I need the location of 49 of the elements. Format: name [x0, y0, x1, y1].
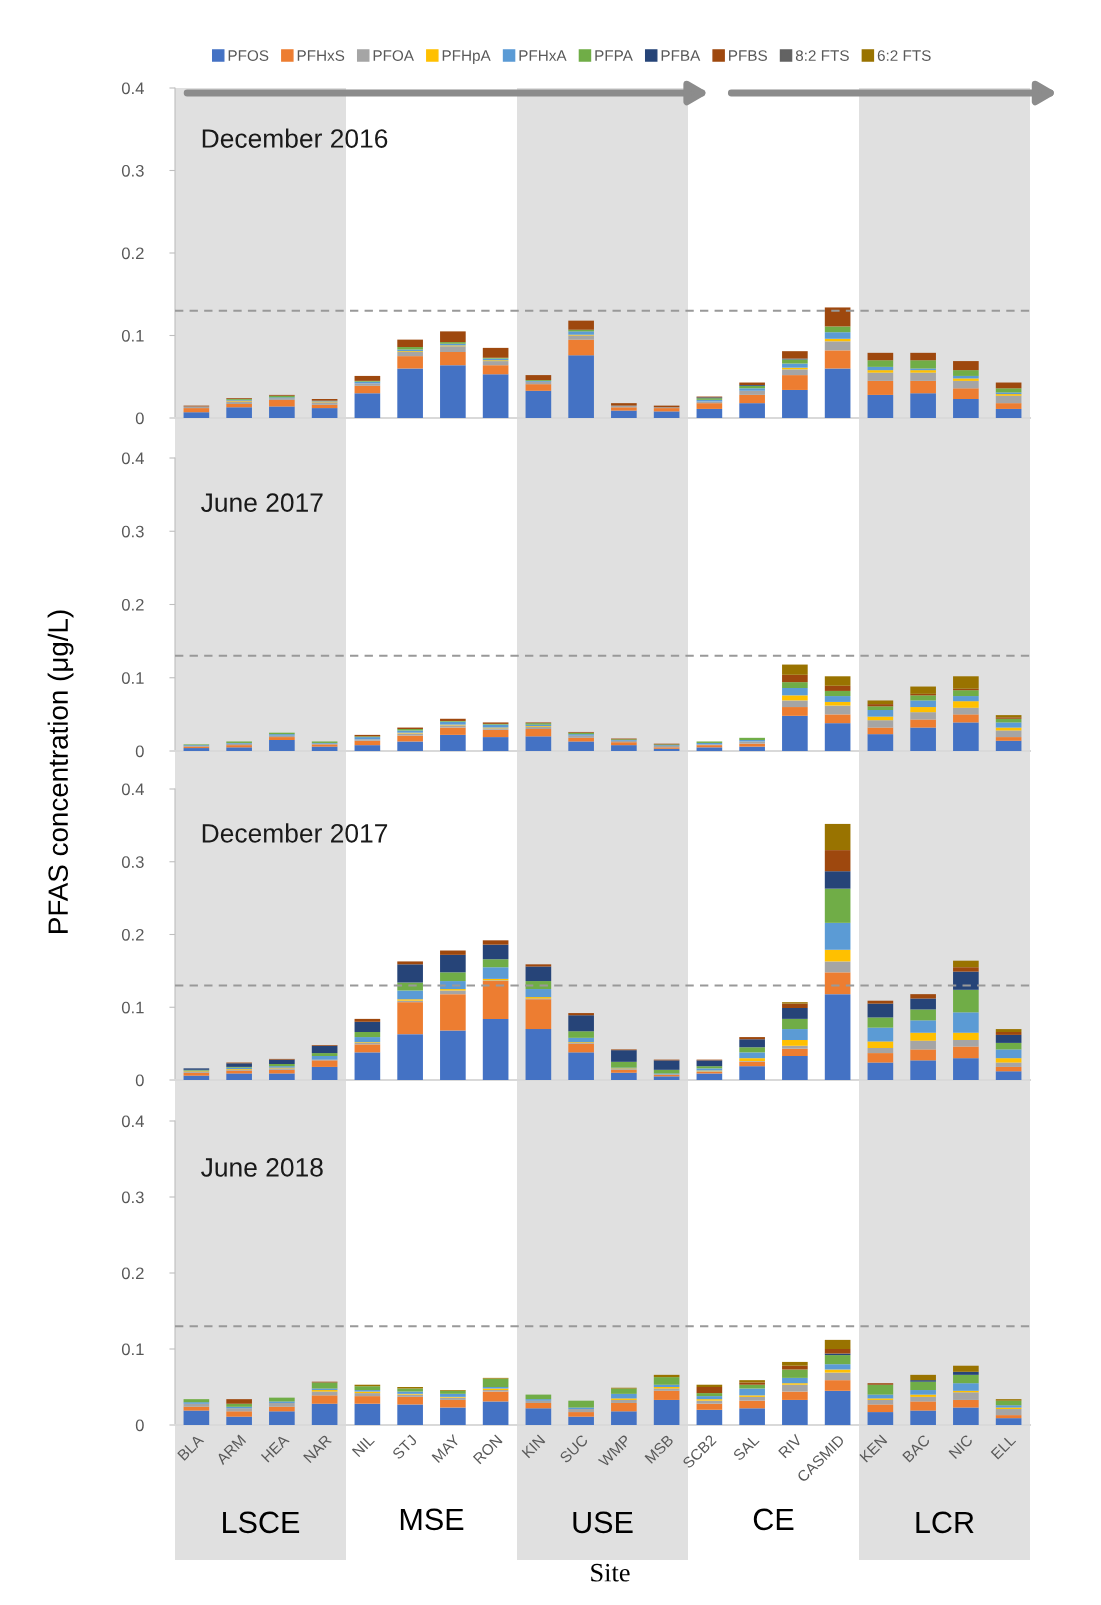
x-axis-title: Site	[591, 1563, 630, 1582]
y-tick-label: 0.4	[121, 783, 144, 796]
y-tick-label: 0.2	[121, 928, 144, 941]
x-tick-label: KIN	[521, 1434, 546, 1459]
x-tick-label: NIL	[351, 1434, 375, 1458]
y-tick-label: 0.1	[121, 329, 144, 342]
y-tick-label: 0.3	[121, 525, 144, 538]
text: December 2016	[202, 128, 388, 148]
band-label: LSCE	[223, 1511, 300, 1534]
legend-label: PFHxA	[519, 50, 567, 61]
y-tick-label: 0.3	[121, 856, 144, 868]
legend-label: PFOS	[228, 50, 269, 61]
y-tick-label: 0.2	[121, 598, 144, 611]
text: June 2017	[201, 493, 323, 512]
x-tick-label: STJ	[391, 1434, 418, 1460]
band-label: LCR	[916, 1511, 974, 1534]
y-tick-label: 0.1	[121, 1001, 144, 1014]
y-tick-label: 0.1	[121, 1343, 144, 1356]
y-tick-label: 0.2	[121, 247, 144, 260]
y-tick-label: 0.2	[121, 1267, 144, 1280]
y-tick-label: 0	[135, 1419, 144, 1432]
y-tick-label: 0.3	[121, 1191, 144, 1204]
x-tick-label: BLA	[177, 1433, 205, 1461]
text: CE	[753, 1508, 794, 1531]
y-tick-label: 0.1	[121, 672, 144, 684]
x-tick-label: RIV	[778, 1433, 803, 1459]
y-tick-label: 0	[135, 1074, 144, 1087]
x-tick-label: ELL	[990, 1434, 1017, 1460]
legend-label: 6:2 FTS	[877, 50, 931, 61]
legend-label: PFBA	[661, 50, 701, 61]
y-tick-label: 0.4	[121, 1115, 144, 1128]
text: June 2018	[201, 1158, 323, 1177]
y-tick-label: 0	[135, 745, 144, 758]
x-tick-label: SAL	[732, 1433, 760, 1462]
legend-label: PFHpA	[442, 50, 491, 64]
y-tick-label: 0	[135, 412, 144, 425]
x-tick-label: NIC	[948, 1434, 974, 1459]
y-tick-label: 0.3	[121, 164, 144, 177]
text: December 2017	[202, 823, 388, 843]
legend-label: PFPA	[595, 50, 633, 61]
y-tick-label: 0.4	[121, 82, 144, 95]
y-tick-label: 0.4	[121, 452, 144, 465]
band-label: USE	[573, 1511, 633, 1534]
text: MSE	[400, 1508, 464, 1531]
legend-label: PFOA	[373, 50, 414, 61]
legend-label: PFBS	[729, 50, 767, 61]
legend-label: PFHxS	[297, 50, 345, 61]
legend-label: 8:2 FTS	[795, 50, 849, 61]
y-axis-title: PFAS concentration (μg/L)	[47, 610, 74, 933]
